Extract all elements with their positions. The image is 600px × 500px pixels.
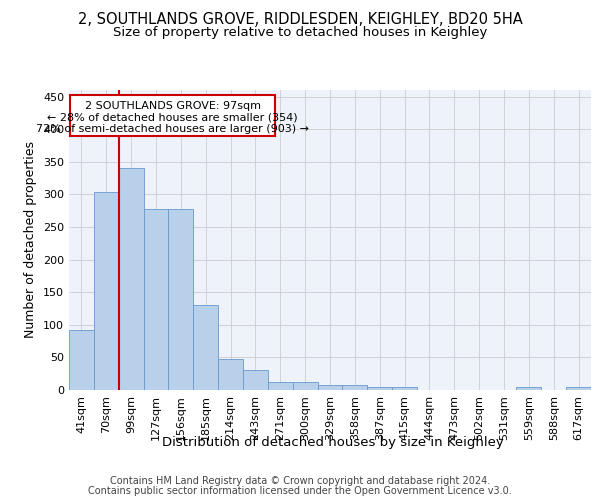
Bar [169, 208, 193, 390]
Bar [566, 388, 591, 390]
Y-axis label: Number of detached properties: Number of detached properties [25, 142, 37, 338]
Bar [392, 388, 417, 390]
Text: 72% of semi-detached houses are larger (903) →: 72% of semi-detached houses are larger (… [36, 124, 309, 134]
Bar [218, 360, 243, 390]
Bar [268, 382, 293, 390]
Text: 2, SOUTHLANDS GROVE, RIDDLESDEN, KEIGHLEY, BD20 5HA: 2, SOUTHLANDS GROVE, RIDDLESDEN, KEIGHLE… [77, 12, 523, 28]
Bar [317, 385, 343, 390]
Text: Distribution of detached houses by size in Keighley: Distribution of detached houses by size … [162, 436, 504, 449]
Text: Contains HM Land Registry data © Crown copyright and database right 2024.: Contains HM Land Registry data © Crown c… [110, 476, 490, 486]
Bar [94, 192, 119, 390]
Bar [119, 168, 143, 390]
Bar [70, 95, 275, 136]
Bar [143, 208, 169, 390]
Text: 2 SOUTHLANDS GROVE: 97sqm: 2 SOUTHLANDS GROVE: 97sqm [85, 101, 261, 111]
Text: ← 28% of detached houses are smaller (354): ← 28% of detached houses are smaller (35… [47, 112, 298, 122]
Text: Size of property relative to detached houses in Keighley: Size of property relative to detached ho… [113, 26, 487, 39]
Text: Contains public sector information licensed under the Open Government Licence v3: Contains public sector information licen… [88, 486, 512, 496]
Bar [517, 388, 541, 390]
Bar [367, 388, 392, 390]
Bar [193, 304, 218, 390]
Bar [293, 382, 317, 390]
Bar [69, 330, 94, 390]
Bar [243, 370, 268, 390]
Bar [343, 385, 367, 390]
